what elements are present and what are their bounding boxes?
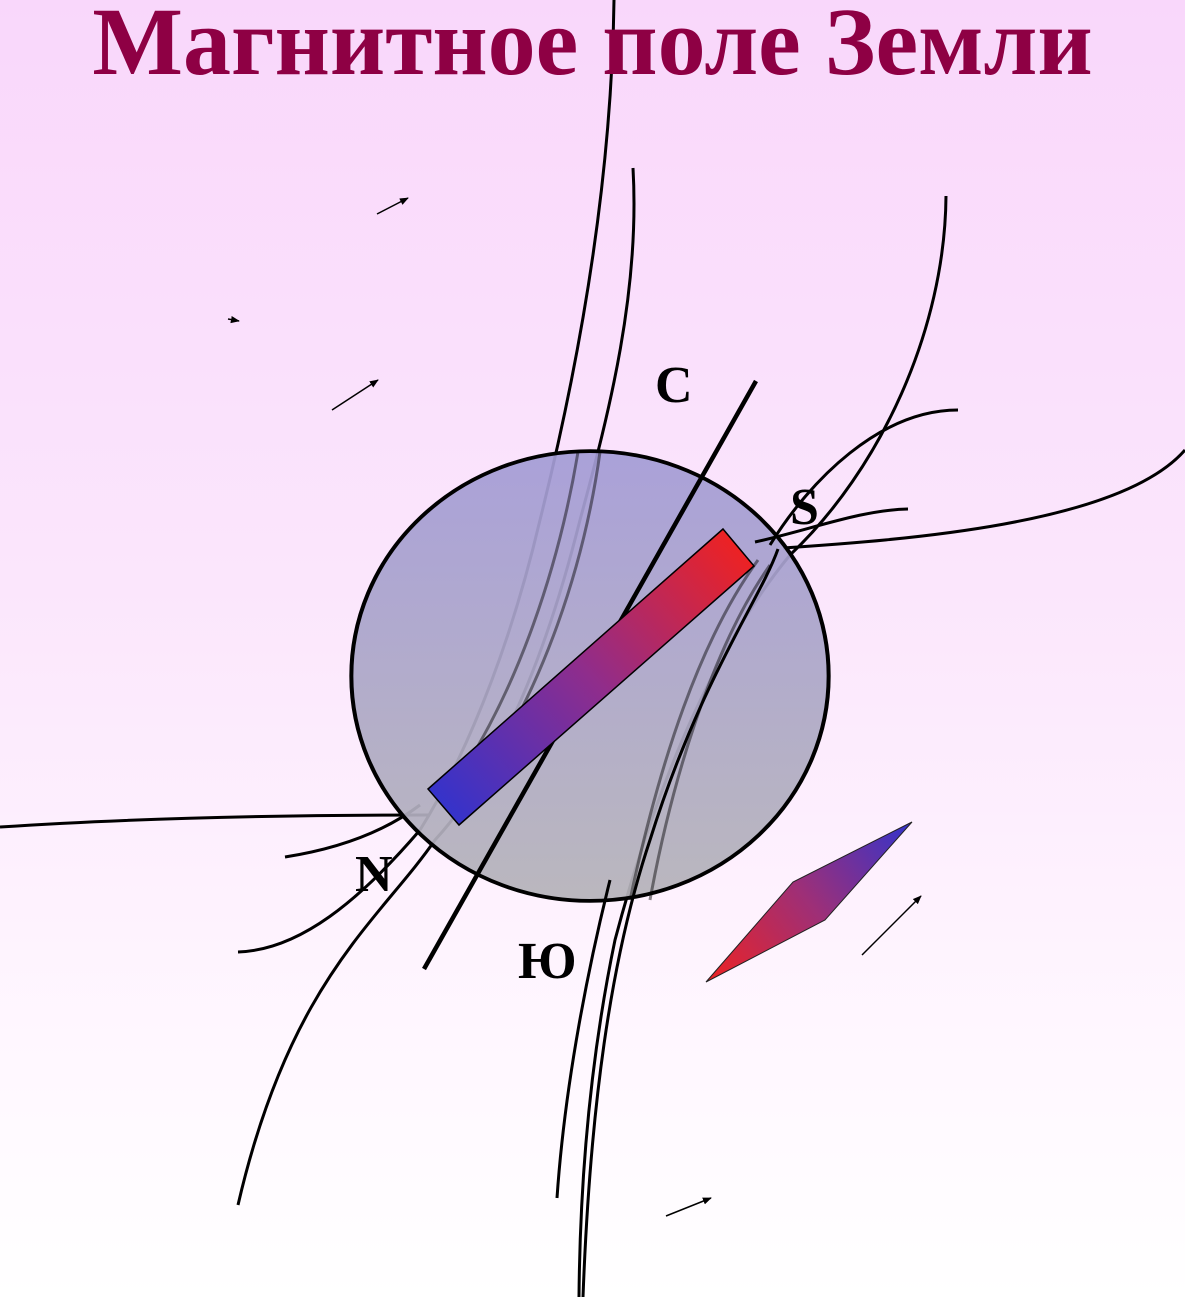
field-line [237,829,422,954]
field-lines-front [555,408,959,1297]
label-magnet-south-pole: S [790,479,819,536]
field-direction-arrows [227,197,922,1217]
field-line [555,879,612,1199]
field-arrow [861,895,922,956]
field-arrow [227,316,240,324]
field-line [768,408,959,546]
label-geo-south: Ю [518,933,577,990]
field-line [581,548,780,1297]
field-line [754,507,909,544]
compass-needle [705,821,913,983]
field-arrow [665,1197,712,1217]
label-magnet-north-pole: N [355,846,393,903]
field-line [0,813,431,829]
field-arrow [376,197,409,215]
field-arrow [331,379,379,411]
label-geo-north: С [655,357,693,414]
slide-title: Магнитное поле Земли [92,0,1093,95]
bar-magnet [426,527,756,827]
field-line [782,449,1185,550]
